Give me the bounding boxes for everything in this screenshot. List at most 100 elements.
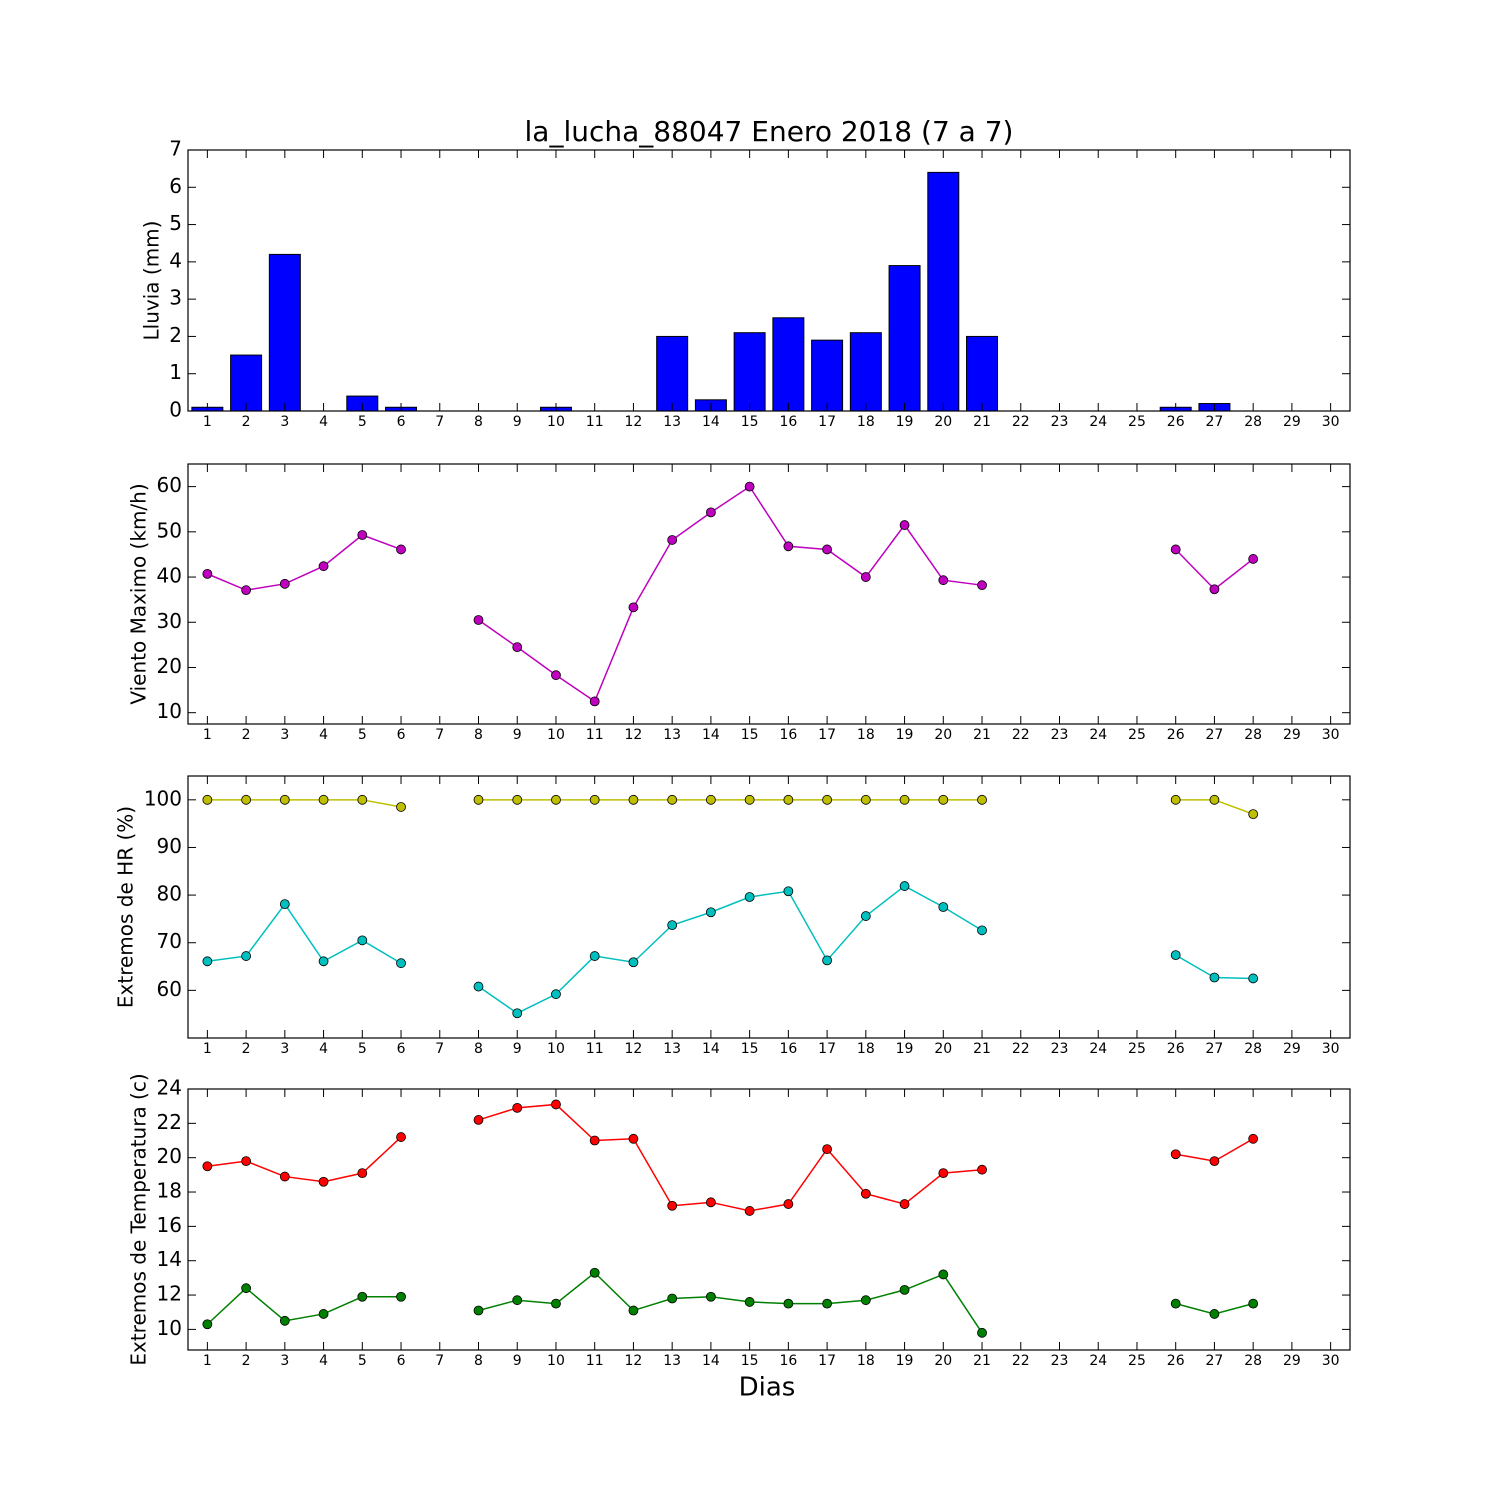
point <box>822 955 832 966</box>
point <box>512 794 523 805</box>
point <box>1170 544 1181 555</box>
x-tick-label: 10 <box>547 727 565 743</box>
x-tick-label: 24 <box>1089 1353 1107 1369</box>
y-tick-label: 3 <box>169 286 182 310</box>
point <box>977 794 987 805</box>
x-tick-label: 24 <box>1089 1041 1107 1057</box>
point <box>551 670 561 681</box>
point <box>860 572 871 582</box>
x-tick-label: 26 <box>1167 727 1185 743</box>
point <box>241 794 252 805</box>
x-tick-label: 9 <box>513 1041 522 1057</box>
point <box>551 1099 561 1110</box>
point <box>822 1298 832 1309</box>
point <box>822 544 832 555</box>
y-tick-label: 16 <box>157 1213 182 1237</box>
point <box>279 578 290 589</box>
point <box>706 794 716 805</box>
point <box>1209 794 1220 805</box>
point <box>396 1291 406 1302</box>
point <box>473 615 484 625</box>
x-tick-label: 19 <box>896 414 914 430</box>
x-tick-label: 19 <box>896 1041 914 1057</box>
x-tick-label: 11 <box>586 727 604 743</box>
x-tick-label: 16 <box>779 727 797 743</box>
x-tick-label: 8 <box>474 1353 483 1369</box>
x-tick-label: 16 <box>779 1041 797 1057</box>
x-tick-label: 27 <box>1206 1041 1224 1057</box>
point <box>899 1285 910 1295</box>
x-tick-label: 17 <box>818 727 836 743</box>
point <box>706 1291 716 1302</box>
x-tick-label: 21 <box>973 414 991 430</box>
x-tick-label: 3 <box>280 1041 289 1057</box>
x-tick-label: 6 <box>397 414 406 430</box>
point <box>977 580 987 591</box>
y-axis-label: Extremos de HR (%) <box>114 806 138 1008</box>
x-tick-label: 20 <box>934 1041 952 1057</box>
point <box>938 902 949 912</box>
point <box>1170 1149 1181 1160</box>
point <box>1170 794 1181 805</box>
x-tick-label: 1 <box>203 727 212 743</box>
point <box>1209 1156 1220 1167</box>
x-tick-label: 11 <box>586 1353 604 1369</box>
point <box>938 575 949 586</box>
point <box>357 1168 368 1179</box>
point <box>396 544 406 555</box>
x-tick-label: 2 <box>242 1041 251 1057</box>
point <box>589 794 600 805</box>
x-tick-label: 27 <box>1206 414 1224 430</box>
x-tick-label: 9 <box>513 414 522 430</box>
x-tick-label: 25 <box>1128 414 1146 430</box>
point <box>667 794 678 805</box>
y-tick-label: 1 <box>169 360 182 384</box>
point <box>473 1305 484 1316</box>
x-axis-label: Dias <box>739 1373 796 1403</box>
x-tick-label: 3 <box>280 414 289 430</box>
point <box>512 642 523 653</box>
point <box>241 585 252 596</box>
point <box>822 794 832 805</box>
y-axis-label: Extremos de Temperatura (c) <box>127 1073 151 1365</box>
point <box>318 1176 329 1187</box>
y-tick-label: 18 <box>157 1179 182 1203</box>
y-tick-label: 20 <box>157 654 182 678</box>
y-tick-label: 6 <box>169 174 182 198</box>
point <box>667 1293 678 1304</box>
point <box>783 541 794 552</box>
x-tick-label: 22 <box>1012 1041 1030 1057</box>
x-tick-label: 26 <box>1167 1041 1185 1057</box>
x-tick-label: 13 <box>663 1353 681 1369</box>
point <box>667 1200 678 1211</box>
point <box>318 794 329 805</box>
x-tick-label: 29 <box>1283 1041 1301 1057</box>
x-tick-label: 14 <box>702 1041 720 1057</box>
point <box>860 1295 871 1306</box>
x-tick-label: 16 <box>779 414 797 430</box>
point <box>783 794 794 805</box>
y-tick-label: 40 <box>157 564 182 588</box>
point <box>1170 1298 1181 1309</box>
x-tick-label: 28 <box>1244 1353 1262 1369</box>
x-tick-label: 7 <box>435 727 444 743</box>
x-tick-label: 15 <box>741 1353 759 1369</box>
x-tick-label: 11 <box>586 1041 604 1057</box>
point <box>589 1135 600 1146</box>
x-tick-label: 17 <box>818 414 836 430</box>
point <box>551 1298 561 1309</box>
plot-frame <box>187 775 1351 1039</box>
x-tick-label: 3 <box>280 1353 289 1369</box>
y-tick-label: 20 <box>157 1144 182 1168</box>
chart-title: la_lucha_88047 Enero 2018 (7 a 7) <box>525 115 1014 148</box>
point <box>1209 1309 1220 1319</box>
plot-frame <box>187 463 1351 725</box>
point <box>318 561 329 572</box>
point <box>1209 972 1220 983</box>
bar <box>656 335 689 412</box>
x-tick-label: 14 <box>702 1353 720 1369</box>
x-tick-label: 4 <box>319 414 328 430</box>
point <box>473 1115 484 1125</box>
point <box>938 1168 949 1179</box>
